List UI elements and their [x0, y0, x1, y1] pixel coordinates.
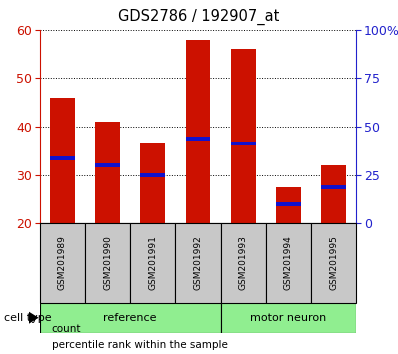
Text: GSM201993: GSM201993: [239, 235, 248, 290]
Bar: [140, 143, 165, 223]
Bar: [95, 163, 120, 167]
Bar: [50, 156, 75, 160]
Bar: [220, 223, 266, 303]
Bar: [276, 187, 301, 223]
Polygon shape: [29, 312, 39, 324]
Bar: [185, 137, 211, 141]
Text: GSM201991: GSM201991: [148, 235, 157, 290]
Bar: [321, 165, 346, 223]
Bar: [321, 185, 346, 189]
Text: cell type: cell type: [4, 313, 52, 323]
Bar: [40, 223, 85, 303]
Bar: [140, 173, 165, 177]
Bar: [311, 223, 356, 303]
Text: GDS2786 / 192907_at: GDS2786 / 192907_at: [118, 9, 280, 25]
Bar: [266, 223, 311, 303]
Bar: [220, 303, 356, 333]
Text: GSM201994: GSM201994: [284, 235, 293, 290]
Bar: [50, 98, 75, 223]
Text: reference: reference: [103, 313, 157, 323]
Text: motor neuron: motor neuron: [250, 313, 326, 323]
Text: GSM201992: GSM201992: [193, 235, 203, 290]
Bar: [276, 202, 301, 206]
Bar: [85, 223, 130, 303]
Text: GSM201989: GSM201989: [58, 235, 67, 290]
Bar: [185, 40, 211, 223]
Bar: [176, 223, 220, 303]
Text: GSM201995: GSM201995: [329, 235, 338, 290]
Bar: [231, 142, 256, 145]
Bar: [40, 303, 220, 333]
Text: percentile rank within the sample: percentile rank within the sample: [52, 340, 228, 350]
Bar: [231, 49, 256, 223]
Text: count: count: [52, 324, 81, 334]
Text: GSM201990: GSM201990: [103, 235, 112, 290]
Bar: [95, 122, 120, 223]
Bar: [130, 223, 176, 303]
